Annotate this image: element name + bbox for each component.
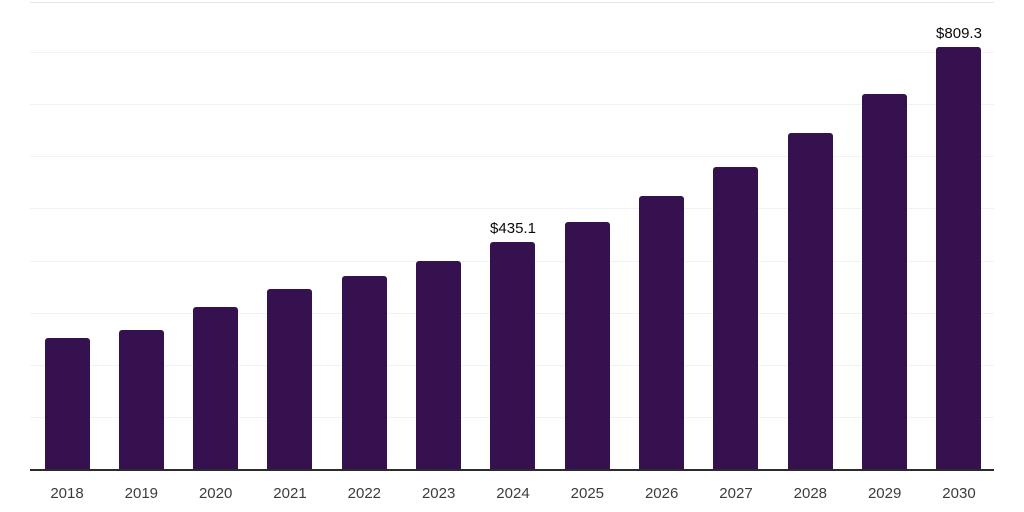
gridline-700: [30, 104, 994, 106]
gridline-800: [30, 52, 994, 54]
x-tick-label-2025: 2025: [570, 485, 605, 502]
x-tick-label-2027: 2027: [719, 485, 753, 502]
x-tick-label-2018: 2018: [50, 485, 84, 502]
bar-2028[interactable]: [787, 132, 833, 469]
bar-2029[interactable]: [862, 93, 908, 469]
value-label-2030: $809.3: [936, 25, 982, 43]
x-tick-label-2029: 2029: [867, 485, 902, 502]
plot-top-border: [30, 2, 994, 3]
bar-2020[interactable]: [193, 307, 239, 469]
x-tick-label-2024: 2024: [496, 485, 530, 502]
x-tick-label-2022: 2022: [347, 485, 382, 502]
bar-2019[interactable]: [118, 329, 164, 469]
bar-2025[interactable]: [564, 221, 610, 469]
gridline-600: [30, 156, 994, 158]
x-tick-label-2020: 2020: [198, 485, 233, 502]
x-axis-line: [30, 469, 994, 471]
x-tick-label-2019: 2019: [124, 485, 159, 502]
x-tick-label-2030: 2030: [942, 485, 976, 502]
x-tick-label-2026: 2026: [644, 485, 679, 502]
bar-2022[interactable]: [341, 275, 387, 469]
bar-2018[interactable]: [44, 337, 90, 469]
bar-2023[interactable]: [416, 260, 462, 469]
x-tick-label-2028: 2028: [793, 485, 828, 502]
value-label-2024: $435.1: [490, 220, 536, 238]
gridline-500: [30, 208, 994, 210]
bar-2026[interactable]: [639, 195, 685, 469]
x-tick-label-2023: 2023: [421, 485, 456, 502]
plot-area: 2018 2019 2020 2021 2022 2023 $435.1 2024 2025 20…: [30, 0, 994, 512]
x-tick-label-2021: 2021: [273, 485, 307, 502]
bar-2024[interactable]: [490, 242, 536, 469]
bar-2021[interactable]: [267, 288, 313, 469]
bar-2027[interactable]: [713, 166, 759, 469]
bar-2030[interactable]: [936, 47, 982, 469]
